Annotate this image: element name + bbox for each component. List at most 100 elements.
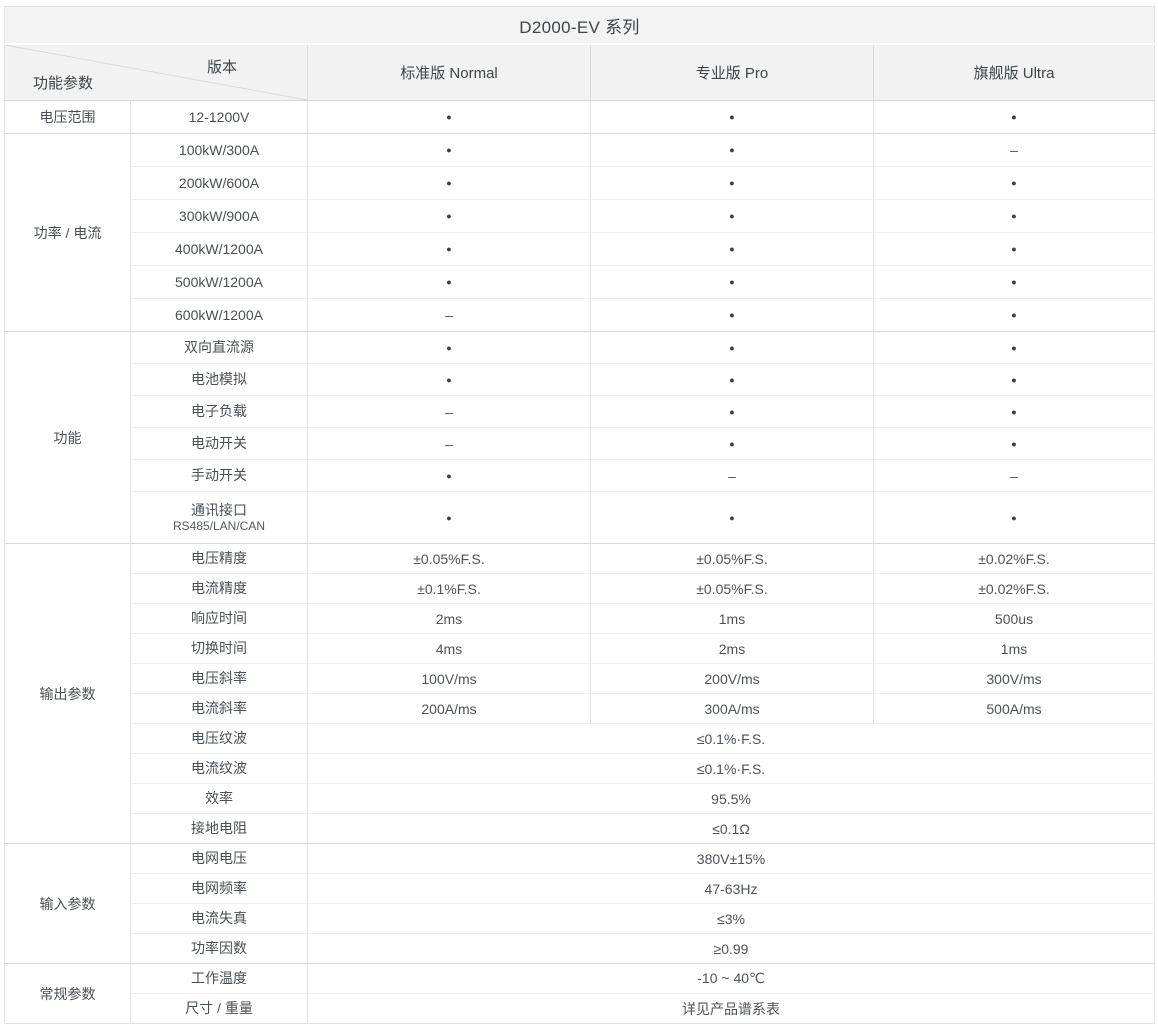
group-label: 电压范围 (4, 100, 131, 134)
param-label: 双向直流源 (130, 331, 308, 364)
value-cell: ● (590, 166, 874, 200)
value-cell: – (590, 459, 874, 492)
param-label: 电池模拟 (130, 363, 308, 396)
value-cell: 300A/ms (590, 693, 874, 724)
table-row: 电压范围 12-1200V ● ● ● (4, 100, 1155, 134)
corner-header-cell: 版本 功能参数 (4, 43, 308, 101)
value-cell: ● (872, 199, 1155, 233)
merged-value-cell: ≤0.1%·F.S. (306, 753, 1155, 784)
spec-table: D2000-EV 系列 版本 功能参数 标准版 Normal 专业版 Pro 旗… (3, 6, 1156, 1024)
table-row: 尺寸 / 重量 详见产品谱系表 (5, 993, 1155, 1024)
value-cell: ● (590, 199, 874, 233)
param-label: 电流失真 (130, 903, 308, 934)
value-cell: ±0.05%F.S. (590, 543, 874, 574)
value-cell: – (872, 133, 1155, 167)
group-label: 输出参数 (4, 543, 131, 844)
param-label: 电流斜率 (130, 693, 308, 724)
value-cell: ● (872, 395, 1155, 428)
value-cell: 1ms (872, 633, 1155, 664)
value-cell: ● (872, 427, 1155, 460)
value-cell: ● (872, 100, 1155, 134)
table-row: 效率 95.5% (5, 783, 1155, 814)
param-label: 电流纹波 (130, 753, 308, 784)
value-cell: ● (307, 363, 591, 396)
value-cell: ● (307, 100, 591, 134)
value-cell: 300V/ms (872, 663, 1155, 694)
value-cell: ±0.02%F.S. (872, 543, 1155, 574)
column-header-ultra: 旗舰版 Ultra (872, 43, 1155, 101)
value-cell: ● (307, 232, 591, 266)
value-cell: ● (872, 298, 1155, 332)
table-row: 200kW/600A ● ● ● (5, 166, 1155, 200)
value-cell: 500us (872, 603, 1155, 634)
value-cell: – (307, 395, 591, 428)
group-label: 功率 / 电流 (4, 133, 131, 332)
param-label: 电动开关 (130, 427, 308, 460)
merged-value-cell: ≤3% (306, 903, 1155, 934)
param-label: 工作温度 (130, 963, 308, 994)
param-label: 300kW/900A (130, 199, 308, 233)
param-label: 电压精度 (130, 543, 308, 574)
corner-version-label: 版本 (206, 59, 237, 76)
table-row: 功能 双向直流源 ● ● ● (4, 331, 1155, 544)
table-row: 电流精度 ±0.1%F.S. ±0.05%F.S. ±0.02%F.S. (5, 573, 1155, 604)
param-label: 切换时间 (130, 633, 308, 664)
value-cell: ±0.1%F.S. (307, 573, 591, 604)
table-row: 电动开关 – ● ● (5, 427, 1155, 460)
value-cell: ● (872, 363, 1155, 396)
diagonal-divider (5, 45, 307, 100)
table-row: 电子负载 – ● ● (5, 395, 1155, 428)
param-label: 电压斜率 (130, 663, 308, 694)
table-title: D2000-EV 系列 (3, 6, 1155, 45)
param-label-main: 通讯接口 (191, 501, 247, 518)
param-label: 电子负载 (130, 395, 308, 428)
value-cell: ● (590, 427, 874, 460)
merged-value-cell: -10 ~ 40℃ (306, 963, 1155, 994)
group-label: 功能 (4, 331, 131, 544)
merged-value-cell: ≤0.1%·F.S. (306, 723, 1155, 754)
value-cell: ● (590, 395, 874, 428)
value-cell: ● (872, 331, 1155, 364)
merged-value-cell: ≤0.1Ω (306, 813, 1155, 844)
merged-value-cell: 47-63Hz (306, 873, 1155, 904)
value-cell: – (307, 298, 591, 332)
param-label: 500kW/1200A (130, 265, 308, 299)
param-label: 响应时间 (130, 603, 308, 634)
table-row: 功率 / 电流 100kW/300A ● ● – (4, 133, 1155, 332)
param-label: 通讯接口 RS485/LAN/CAN (130, 491, 308, 544)
value-cell: ● (590, 331, 874, 364)
table-row: 响应时间 2ms 1ms 500us (5, 603, 1155, 634)
value-cell: 100V/ms (307, 663, 591, 694)
table-row: 600kW/1200A – ● ● (5, 298, 1155, 332)
param-label: 100kW/300A (130, 133, 308, 167)
param-label: 电网频率 (130, 873, 308, 904)
value-cell: ● (590, 100, 874, 134)
merged-value-cell: ≥0.99 (306, 933, 1155, 964)
value-cell: ±0.02%F.S. (872, 573, 1155, 604)
value-cell: 2ms (590, 633, 874, 664)
value-cell: ● (590, 298, 874, 332)
merged-value-cell: 380V±15% (306, 843, 1155, 874)
value-cell: ● (872, 232, 1155, 266)
value-cell: ● (307, 459, 591, 492)
value-cell: ● (872, 265, 1155, 299)
table-row: 电流失真 ≤3% (5, 903, 1155, 934)
column-header-pro: 专业版 Pro (590, 43, 874, 101)
value-cell: 500A/ms (872, 693, 1155, 724)
param-label: 手动开关 (130, 459, 308, 492)
table-row: 输出参数 电压精度 ±0.05%F.S. ±0.05%F.S. ±0.02%F.… (4, 543, 1155, 844)
value-cell: ● (307, 166, 591, 200)
table-row: 接地电阻 ≤0.1Ω (5, 813, 1155, 844)
param-label: 600kW/1200A (130, 298, 308, 332)
value-cell: ● (307, 133, 591, 167)
value-cell: 4ms (307, 633, 591, 664)
column-header-normal: 标准版 Normal (307, 43, 591, 101)
table-row: 电流纹波 ≤0.1%·F.S. (5, 753, 1155, 784)
param-sublabel: RS485/LAN/CAN (172, 518, 266, 533)
param-label: 电压纹波 (130, 723, 308, 754)
table-row: 通讯接口 RS485/LAN/CAN ● ● ● (5, 491, 1155, 544)
value-cell: ● (307, 199, 591, 233)
value-cell: ● (307, 331, 591, 364)
param-label: 尺寸 / 重量 (130, 993, 308, 1024)
